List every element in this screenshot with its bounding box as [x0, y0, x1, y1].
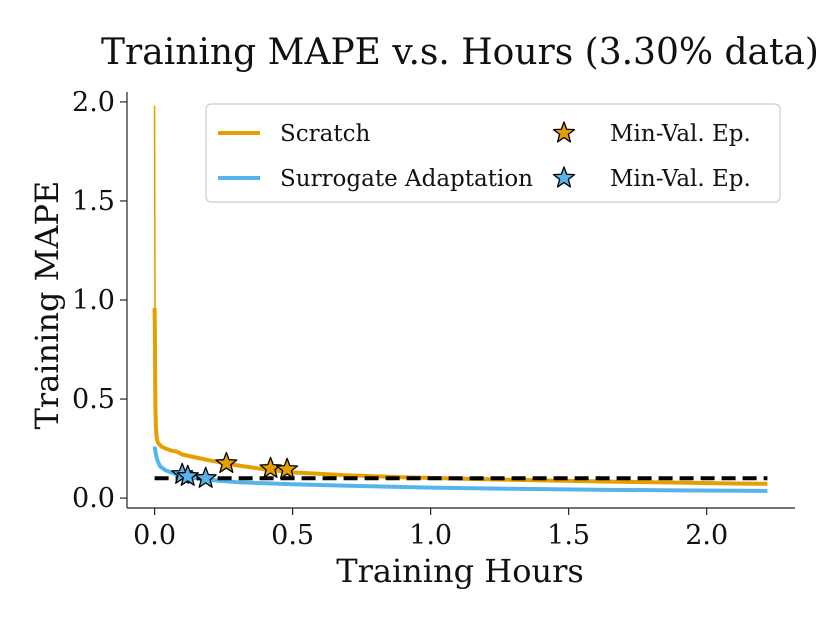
y-tick-label: 1.5 — [72, 186, 115, 217]
legend-label: Min-Val. Ep. — [610, 121, 751, 147]
min-val-star-marker — [275, 457, 299, 479]
legend-label: Min-Val. Ep. — [610, 166, 751, 192]
legend-frame — [205, 103, 781, 203]
min-val-star-marker — [176, 464, 199, 486]
min-val-star-marker — [194, 466, 217, 488]
legend: Scratch Min-Val. Ep. Surrogate Adaptation M… — [205, 103, 781, 203]
x-axis-label: Training Hours — [336, 552, 584, 590]
y-axis-label: Training MAPE — [28, 181, 66, 430]
x-tick-label: 1.5 — [547, 520, 590, 551]
scratch-line — [152, 307, 768, 486]
legend-star-swatch — [552, 166, 576, 188]
x-tick-label: 0.5 — [271, 520, 314, 551]
y-tick-label: 1.0 — [72, 285, 115, 316]
y-tick-label: 0.0 — [72, 483, 115, 514]
x-tick-label: 1.0 — [409, 520, 452, 551]
chart-title: Training MAPE v.s. Hours (3.30% data) — [101, 32, 819, 73]
min-val-star-marker — [259, 456, 282, 478]
y-tick-label: 0.5 — [72, 384, 115, 415]
legend-label: Scratch — [280, 121, 370, 147]
x-tick-label: 2.0 — [685, 520, 728, 551]
x-tick-label: 0.0 — [133, 520, 176, 551]
legend-star-swatch — [552, 121, 576, 143]
legend-label: Surrogate Adaptation — [280, 166, 533, 192]
plot-area: 0.0 0.5 1.0 1.5 2.0 0.0 0.5 1.0 1.5 2.0 — [72, 87, 795, 551]
min-val-star-marker — [215, 451, 238, 473]
y-tick-label: 2.0 — [72, 87, 115, 118]
